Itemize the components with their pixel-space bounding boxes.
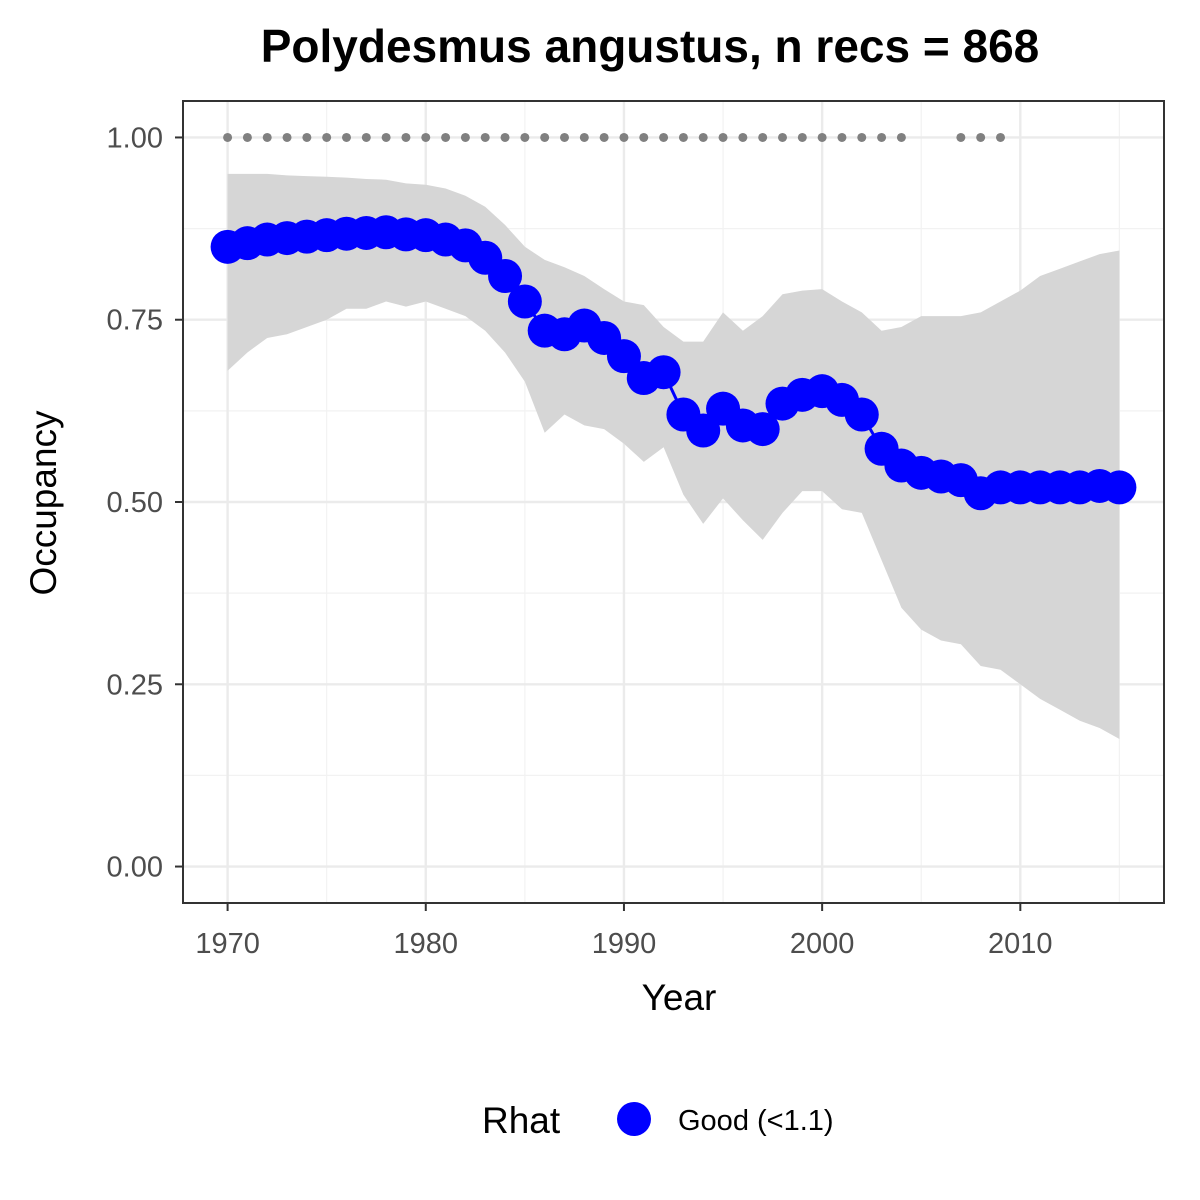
y-tick-label: 0.25 bbox=[107, 669, 163, 701]
data-year-dot bbox=[639, 132, 649, 142]
data-year-dot bbox=[996, 132, 1005, 142]
data-year-dot bbox=[877, 132, 887, 142]
data-year-dot bbox=[282, 132, 292, 142]
data-year-dot bbox=[976, 132, 986, 142]
data-year-dot bbox=[857, 132, 867, 142]
data-year-dot bbox=[242, 132, 252, 142]
x-tick-label: 2000 bbox=[790, 928, 855, 960]
y-tick-label: 0.75 bbox=[107, 305, 163, 337]
data-point bbox=[606, 339, 641, 374]
data-year-dot bbox=[560, 132, 569, 142]
legend-key-good bbox=[617, 1102, 651, 1136]
data-year-dot bbox=[262, 132, 272, 142]
data-year-dot bbox=[797, 132, 807, 142]
data-year-dot bbox=[460, 132, 470, 142]
data-year-dot bbox=[659, 132, 669, 142]
data-year-dot bbox=[223, 132, 233, 142]
data-year-dot bbox=[896, 132, 906, 142]
y-axis-title: Occupancy bbox=[23, 410, 64, 596]
data-point bbox=[1102, 470, 1137, 505]
data-year-dot bbox=[480, 132, 490, 142]
x-tick-label: 1970 bbox=[195, 928, 260, 960]
x-axis-title: Year bbox=[642, 977, 717, 1018]
data-year-dot bbox=[738, 132, 748, 142]
data-year-dot bbox=[758, 132, 768, 142]
axes: 1970 1980 1990 2000 2010 0.00 0.25 0.50 0.75 1.00 bbox=[107, 122, 1053, 960]
data-year-dot bbox=[778, 132, 787, 142]
y-tick-label: 1.00 bbox=[107, 122, 163, 154]
y-tick-label: 0.00 bbox=[107, 852, 163, 884]
occupancy-points bbox=[210, 215, 1137, 511]
data-year-dot bbox=[579, 132, 589, 142]
data-year-dot bbox=[421, 132, 431, 142]
legend-label-good: Good (<1.1) bbox=[678, 1105, 834, 1137]
data-year-dot bbox=[381, 132, 391, 142]
data-year-dot bbox=[599, 132, 609, 142]
data-point bbox=[745, 412, 780, 447]
data-point bbox=[488, 258, 523, 293]
data-point bbox=[507, 284, 542, 319]
data-year-dot bbox=[322, 132, 332, 142]
data-year-dot bbox=[520, 132, 530, 142]
data-year-markers bbox=[223, 132, 1005, 142]
chart-title: Polydesmus angustus, n recs = 868 bbox=[261, 20, 1040, 72]
data-point bbox=[686, 413, 721, 448]
data-year-dot bbox=[540, 132, 550, 142]
data-year-dot bbox=[342, 132, 351, 142]
data-year-dot bbox=[678, 132, 688, 142]
x-tick-label: 2010 bbox=[988, 928, 1053, 960]
data-year-dot bbox=[500, 132, 510, 142]
data-year-dot bbox=[619, 132, 629, 142]
data-year-dot bbox=[441, 132, 451, 142]
data-point bbox=[844, 397, 879, 432]
y-tick-label: 0.50 bbox=[107, 487, 163, 519]
data-year-dot bbox=[698, 132, 708, 142]
x-tick-label: 1980 bbox=[394, 928, 459, 960]
confidence-band bbox=[227, 173, 1120, 739]
data-year-dot bbox=[837, 132, 847, 142]
data-point bbox=[646, 355, 681, 390]
data-year-dot bbox=[401, 132, 411, 142]
data-year-dot bbox=[302, 132, 312, 142]
data-year-dot bbox=[718, 132, 728, 142]
legend-title: Rhat bbox=[482, 1100, 561, 1141]
data-year-dot bbox=[817, 132, 827, 142]
x-tick-label: 1990 bbox=[592, 928, 657, 960]
data-year-dot bbox=[361, 132, 371, 142]
legend: Rhat Good (<1.1) bbox=[482, 1100, 834, 1141]
data-year-dot bbox=[956, 132, 966, 142]
